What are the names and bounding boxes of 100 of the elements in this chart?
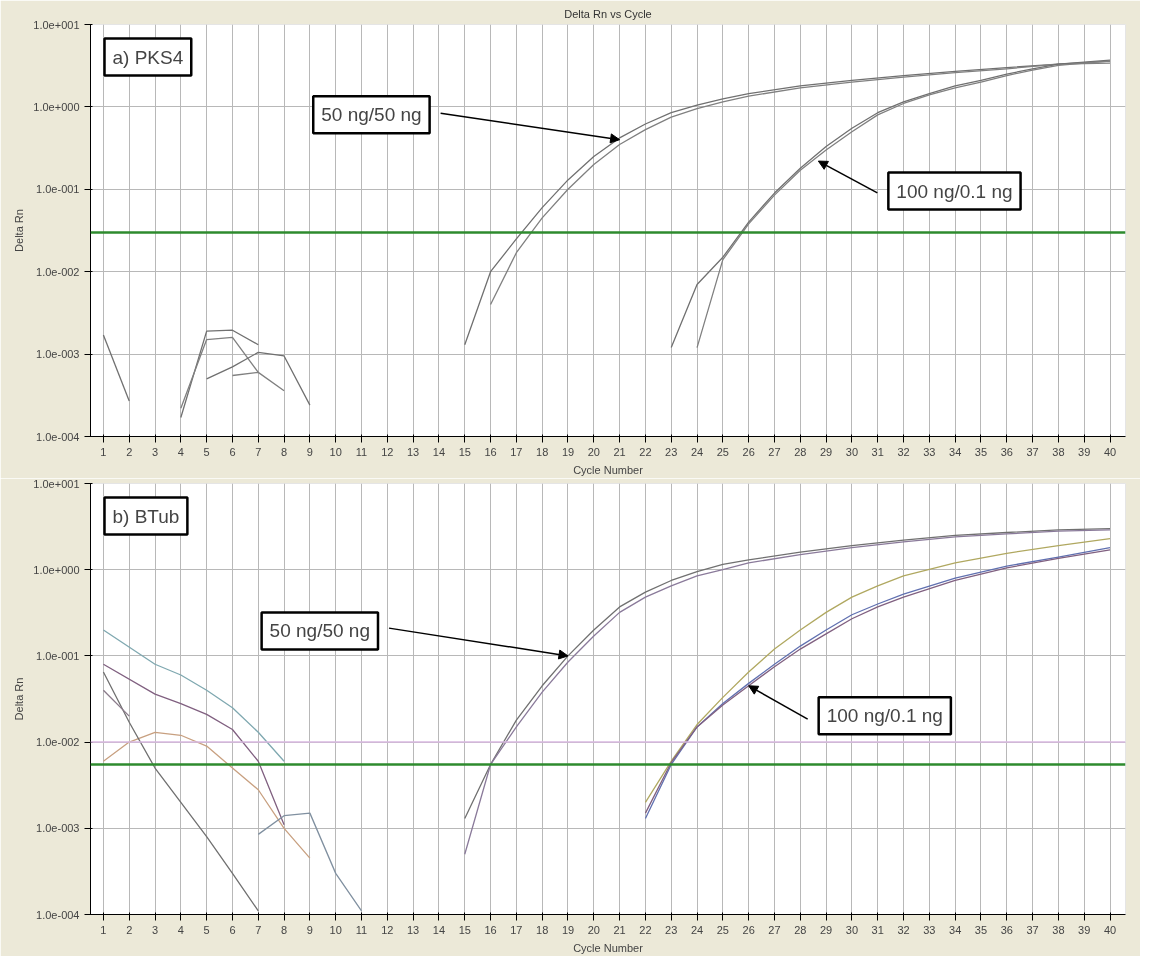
x-tick-label: 16 — [484, 445, 497, 458]
y-tick-label: 1.0e-004 — [36, 430, 80, 443]
x-tick-label: 3 — [151, 445, 159, 458]
x-tick-label: 6 — [229, 445, 236, 458]
x-tick-label: 28 — [794, 923, 807, 936]
x-tick-label: 24 — [690, 923, 704, 936]
y-tick-label: 1.0e-002 — [36, 265, 80, 278]
x-tick-label: 10 — [329, 445, 342, 458]
y-axis-title: Delta Rn — [13, 209, 26, 252]
x-tick-label: 13 — [407, 923, 420, 936]
x-tick-label: 20 — [587, 445, 600, 458]
x-tick-label: 9 — [306, 445, 313, 458]
x-tick-label: 8 — [281, 923, 288, 936]
x-tick-label: 17 — [510, 923, 523, 936]
x-tick-label: 25 — [716, 445, 729, 458]
x-tick-label: 9 — [306, 923, 313, 936]
x-axis-title: Cycle Number — [573, 463, 644, 476]
x-tick-label: 34 — [949, 923, 962, 936]
x-tick-label: 38 — [1052, 923, 1065, 936]
x-tick-label: 36 — [1000, 445, 1013, 458]
x-tick-label: 26 — [742, 923, 755, 936]
x-tick-label: 8 — [281, 445, 288, 458]
y-tick-label: 1.0e-003 — [36, 348, 80, 361]
y-tick-label: 1.0e+000 — [33, 563, 80, 576]
x-tick-label: 10 — [329, 923, 342, 936]
x-tick-label: 7 — [255, 445, 262, 458]
x-tick-label: 2 — [126, 923, 133, 936]
chart-title: Delta Rn vs Cycle — [564, 7, 652, 20]
x-tick-label: 27 — [768, 445, 781, 458]
x-tick-label: 12 — [381, 445, 394, 458]
x-tick-label: 30 — [845, 923, 859, 936]
x-axis-title: Cycle Number — [573, 941, 644, 954]
x-tick-label: 13 — [407, 445, 420, 458]
x-tick-label: 3 — [151, 923, 159, 936]
x-tick-label: 16 — [484, 923, 497, 936]
x-tick-label: 14 — [432, 445, 446, 458]
x-tick-label: 22 — [639, 923, 652, 936]
x-tick-label: 37 — [1026, 923, 1039, 936]
x-tick-label: 40 — [1103, 445, 1117, 458]
x-tick-label: 23 — [665, 445, 678, 458]
annotation: a) PKS4 — [112, 46, 184, 68]
y-tick-label: 1.0e+001 — [33, 18, 80, 31]
x-tick-label: 21 — [613, 923, 626, 936]
x-tick-label: 19 — [561, 923, 575, 936]
x-tick-label: 36 — [1000, 923, 1013, 936]
annotation: 100 ng/0.1 ng — [826, 705, 943, 727]
x-tick-label: 1 — [100, 445, 107, 458]
x-tick-label: 29 — [819, 923, 833, 936]
x-tick-label: 18 — [536, 923, 549, 936]
x-tick-label: 15 — [458, 923, 471, 936]
x-tick-label: 40 — [1103, 923, 1117, 936]
y-tick-label: 1.0e-001 — [36, 183, 80, 196]
y-tick-label: 1.0e-002 — [36, 736, 80, 749]
annotation: b) BTub — [112, 505, 180, 527]
x-tick-label: 19 — [561, 445, 575, 458]
x-tick-label: 6 — [229, 923, 236, 936]
x-tick-label: 25 — [716, 923, 729, 936]
y-tick-label: 1.0e+000 — [33, 100, 80, 113]
x-tick-label: 32 — [897, 445, 910, 458]
annotation: 100 ng/0.1 ng — [896, 180, 1013, 202]
x-tick-label: 4 — [177, 445, 184, 458]
x-tick-label: 11 — [355, 445, 368, 458]
y-tick-label: 1.0e-004 — [36, 908, 80, 921]
y-tick-label: 1.0e+001 — [33, 477, 80, 490]
x-tick-label: 37 — [1026, 445, 1039, 458]
x-tick-label: 28 — [794, 445, 807, 458]
x-tick-label: 2 — [126, 445, 133, 458]
x-tick-label: 5 — [203, 923, 210, 936]
x-tick-label: 7 — [255, 923, 262, 936]
x-tick-label: 35 — [974, 923, 988, 936]
x-tick-label: 1 — [100, 923, 107, 936]
x-tick-label: 27 — [768, 923, 781, 936]
x-tick-label: 11 — [355, 923, 368, 936]
x-tick-label: 35 — [974, 445, 988, 458]
x-tick-label: 22 — [639, 445, 652, 458]
x-tick-label: 32 — [897, 923, 910, 936]
x-tick-label: 38 — [1052, 445, 1065, 458]
x-tick-label: 20 — [587, 923, 600, 936]
x-tick-label: 33 — [923, 923, 936, 936]
x-tick-label: 14 — [432, 923, 446, 936]
y-tick-label: 1.0e-003 — [36, 822, 80, 835]
x-tick-label: 31 — [871, 445, 884, 458]
x-tick-label: 29 — [819, 445, 833, 458]
x-tick-label: 18 — [536, 445, 549, 458]
y-axis-title: Delta Rn — [13, 677, 26, 721]
x-tick-label: 31 — [871, 923, 884, 936]
x-tick-label: 39 — [1078, 445, 1091, 458]
x-tick-label: 21 — [613, 445, 626, 458]
x-tick-label: 24 — [690, 445, 704, 458]
y-tick-label: 1.0e-001 — [36, 649, 80, 662]
annotation: 50 ng/50 ng — [269, 620, 370, 642]
x-tick-label: 17 — [510, 445, 523, 458]
x-tick-label: 34 — [949, 445, 962, 458]
annotation: 50 ng/50 ng — [321, 104, 422, 126]
x-tick-label: 39 — [1078, 923, 1091, 936]
x-tick-label: 30 — [845, 445, 859, 458]
x-tick-label: 23 — [665, 923, 678, 936]
x-tick-label: 33 — [923, 445, 936, 458]
x-tick-label: 15 — [458, 445, 471, 458]
x-tick-label: 12 — [381, 923, 394, 936]
